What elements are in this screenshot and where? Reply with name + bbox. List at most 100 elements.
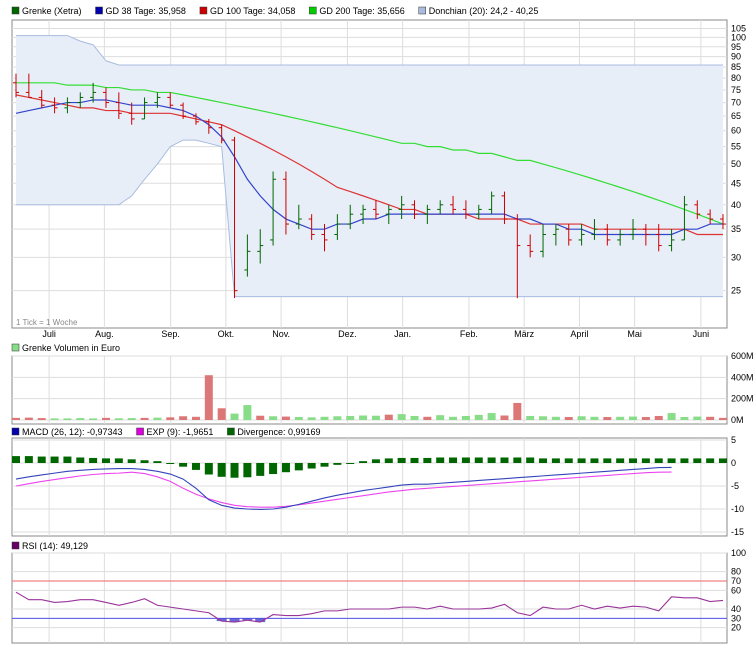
volume-bar (204, 375, 213, 420)
volume-legend-swatch (11, 343, 20, 352)
rsi-y-tick: 40 (731, 604, 741, 614)
divergence-bar (76, 457, 85, 463)
volume-bar (320, 416, 329, 420)
volume-bar (577, 416, 586, 420)
volume-bar (191, 416, 200, 420)
volume-bar (513, 402, 522, 420)
divergence-bar (307, 463, 316, 469)
divergence-bar (230, 463, 239, 478)
volume-bar (307, 417, 316, 420)
divergence-bar (179, 463, 188, 467)
divergence-bar (294, 463, 303, 471)
volume-bar (590, 416, 599, 420)
volume-bar (526, 415, 535, 420)
divergence-bar (359, 461, 368, 463)
volume-bar (179, 416, 188, 420)
x-axis-label: Feb. (460, 329, 478, 339)
volume-bar (423, 416, 432, 420)
divergence-bar (12, 456, 20, 463)
x-axis-label: Mai (627, 329, 642, 339)
price-y-tick: 100 (731, 32, 746, 42)
macd-legend-swatch (136, 427, 144, 436)
volume-y-tick: 600M (731, 351, 754, 361)
divergence-bar (191, 463, 200, 470)
price-legend-swatch (418, 6, 426, 15)
volume-bar (449, 416, 458, 420)
x-axis-label: Juni (693, 329, 710, 339)
divergence-bar (166, 463, 175, 464)
divergence-bar (539, 458, 548, 463)
donchian-lower-line (16, 139, 723, 298)
macd-legend-label: MACD (26, 12): -0,97343 (22, 427, 123, 437)
price-legend-label: GD 200 Tage: 35,656 (319, 6, 404, 16)
volume-bar (333, 416, 342, 420)
rsi-legend-label: RSI (14): 49,129 (22, 541, 88, 551)
price-y-tick: 105 (731, 23, 746, 33)
divergence-bar (526, 457, 535, 463)
gd38-line (15, 99, 723, 236)
price-legend-label: GD 38 Tage: 35,958 (106, 6, 186, 16)
divergence-bar (513, 457, 522, 463)
price-y-tick: 65 (731, 111, 741, 121)
rsi-legend-swatch (11, 541, 20, 550)
macd-y-tick: -10 (731, 504, 744, 514)
divergence-bar (320, 463, 329, 467)
x-axis-label: Aug. (95, 329, 114, 339)
x-axis-label: Okt. (218, 329, 235, 339)
price-y-tick: 55 (731, 142, 741, 152)
divergence-bar (127, 459, 136, 463)
macd-y-tick: -15 (731, 527, 744, 537)
volume-panel (11, 355, 728, 425)
donchian-band (16, 35, 723, 297)
volume-bar (140, 417, 149, 420)
volume-bar (551, 416, 560, 420)
volume-bar (281, 416, 290, 420)
volume-bar (50, 418, 59, 420)
volume-bar (230, 413, 239, 420)
price-y-tick: 30 (731, 252, 741, 262)
divergence-bar (204, 463, 213, 475)
volume-bar (487, 413, 496, 420)
volume-bar (680, 417, 689, 420)
volume-bar (564, 417, 573, 420)
divergence-bar (564, 458, 573, 463)
macd-legend-swatch (11, 427, 20, 436)
divergence-bar (37, 456, 46, 463)
price-y-tick: 45 (731, 178, 741, 188)
divergence-bar (706, 458, 715, 463)
divergence-bar (551, 458, 560, 463)
volume-bar (101, 417, 110, 420)
divergence-bar (346, 463, 355, 464)
donchian-upper-line (16, 35, 723, 66)
x-axis-label: Sep. (161, 329, 180, 339)
volume-bar (706, 416, 715, 420)
price-y-tick: 60 (731, 126, 741, 136)
volume-bar (500, 415, 509, 420)
volume-y-tick: 400M (731, 372, 754, 382)
divergence-bar (449, 457, 458, 463)
divergence-bar (410, 457, 419, 463)
divergence-bar (63, 456, 72, 463)
x-axis-label: April (570, 329, 588, 339)
volume-bar (629, 416, 638, 420)
volume-bar (359, 415, 368, 420)
divergence-bar (654, 458, 663, 463)
volume-y-tick: 200M (731, 394, 754, 404)
volume-bar (89, 418, 98, 420)
volume-bar (269, 416, 278, 420)
volume-bar (24, 417, 33, 420)
volume-bar (243, 405, 252, 420)
volume-bar (410, 415, 419, 420)
rsi-y-tick: 20 (731, 623, 741, 633)
volume-bar (436, 415, 445, 420)
rsi-panel (11, 552, 728, 644)
macd-y-tick: 5 (731, 435, 736, 445)
price-y-tick: 35 (731, 224, 741, 234)
x-axis-label: März (514, 329, 534, 339)
volume-bar (616, 416, 625, 420)
macd-y-tick: 0 (731, 458, 736, 468)
rsi-y-tick: 80 (731, 567, 741, 577)
divergence-bar (50, 456, 59, 463)
price-y-tick: 95 (731, 42, 741, 52)
rsi-y-tick: 100 (731, 548, 746, 558)
